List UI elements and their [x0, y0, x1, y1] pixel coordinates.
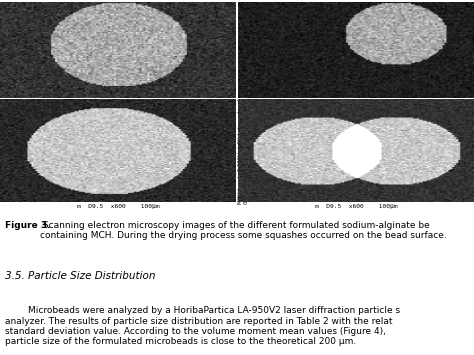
Text: Microbeads were analyzed by a HoribaPartica LA-950V2 laser diffraction particle : Microbeads were analyzed by a HoribaPart…: [5, 306, 400, 346]
Text: MCH beads 0.01%(v/v%) Labrasol and
0.01%(v/v%) Transcutol HP: MCH beads 0.01%(v/v%) Labrasol and 0.01%…: [238, 98, 249, 203]
X-axis label: m  D8.3  x600    100μm: m D8.3 x600 100μm: [77, 99, 159, 104]
Text: Scanning electron microscopy images of the different formulated sodium-alginate : Scanning electron microscopy images of t…: [40, 221, 447, 240]
X-axis label: m  D9.5  x600    100μm: m D9.5 x600 100μm: [77, 204, 159, 209]
Text: 3.5. Particle Size Distribution: 3.5. Particle Size Distribution: [5, 271, 155, 281]
X-axis label: m  D9.1  x800    100μm: m D9.1 x800 100μm: [315, 99, 397, 104]
X-axis label: m  D9.5  x600    100μm: m D9.5 x600 100μm: [315, 204, 397, 209]
Text: Figure 3.: Figure 3.: [5, 221, 50, 230]
